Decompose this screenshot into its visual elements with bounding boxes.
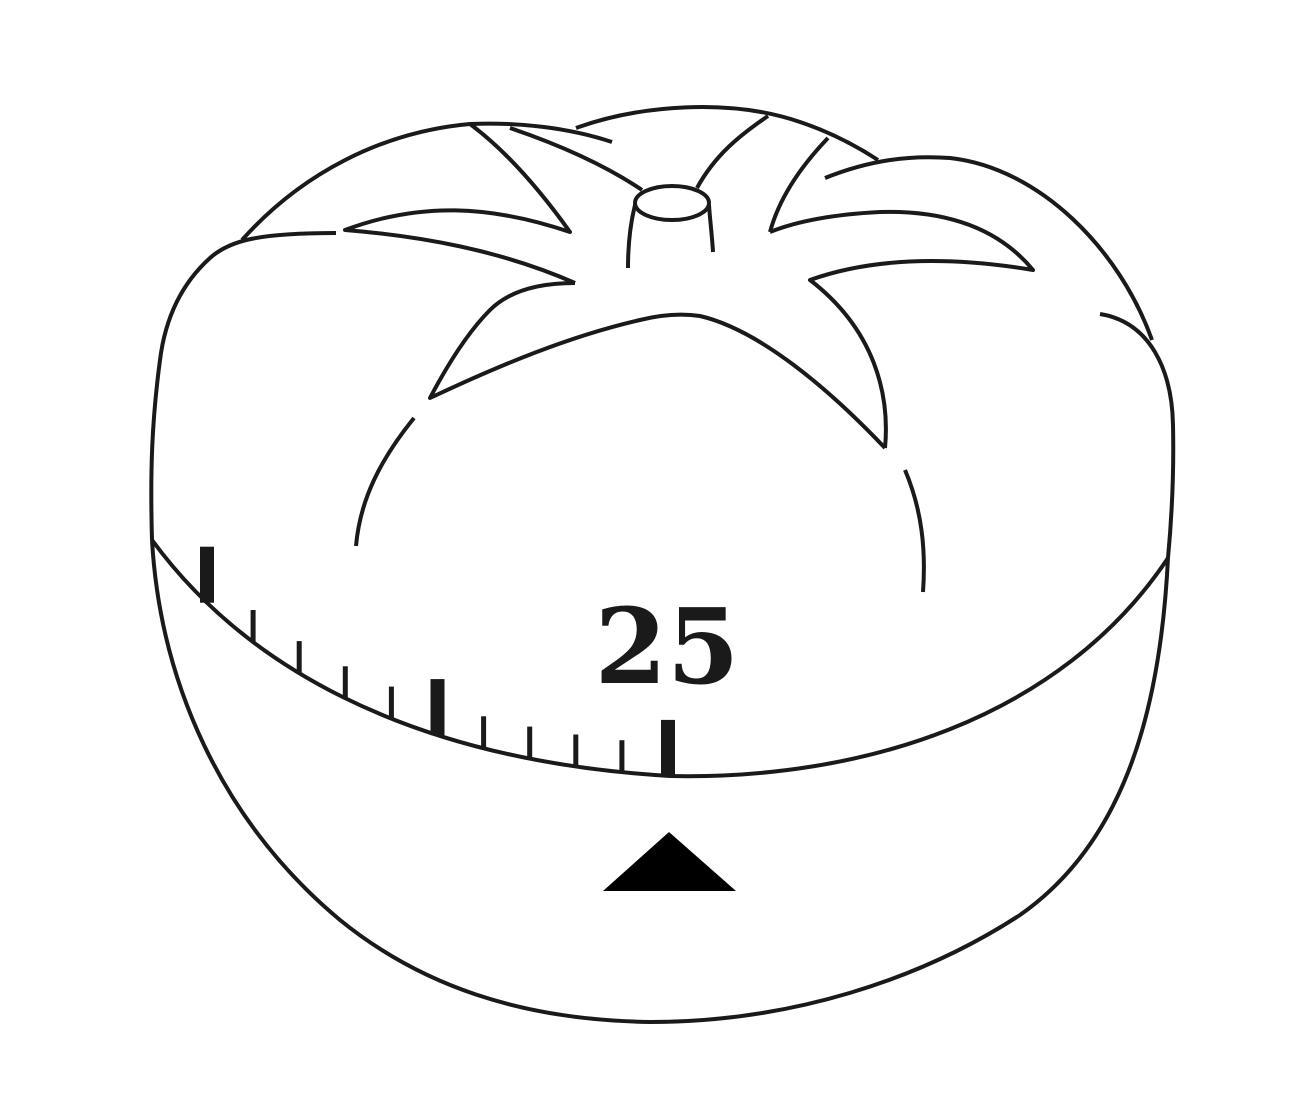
triangle-up-icon [603,832,736,891]
stem-right-side [707,204,715,253]
dial-minor-tick [342,666,348,699]
leaf-mid-left [509,126,644,192]
dial-minor-tick [481,716,487,749]
leaf-left-lower [428,281,887,450]
ridge-left [354,416,416,547]
leaf-left-upper [343,122,576,285]
dial-major-tick [661,719,675,776]
dial-major-tick [430,679,445,736]
top-middle-lobe-outline [575,105,880,162]
right-lobe-outline [824,155,1154,341]
dial-minor-tick [527,726,533,759]
leaf-mid-right [695,114,770,189]
calyx-leaves [343,114,1035,593]
dial-minor-tick [388,686,394,719]
dial-band-curve [150,538,1170,779]
lower-body-outline [150,539,1170,1024]
stem [626,184,715,269]
leaf-right-lower [769,209,1035,449]
tomato-body [149,105,1176,1024]
dial-minor-tick [619,740,625,773]
stem-left-side [626,204,637,269]
dial-number-label: 25 [595,585,740,708]
dial-ticks [200,546,675,776]
dial-minor-tick [573,734,579,767]
dial-major-tick [200,546,214,603]
dial-minor-tick [250,610,256,642]
left-lobe-outline [149,231,337,541]
dial-minor-tick [296,641,302,674]
ridge-right [903,469,926,593]
leaf-right-upper [768,136,830,233]
top-left-lobe-outline [240,121,613,242]
right-side-outline [1099,312,1176,559]
stem-top [633,184,711,222]
